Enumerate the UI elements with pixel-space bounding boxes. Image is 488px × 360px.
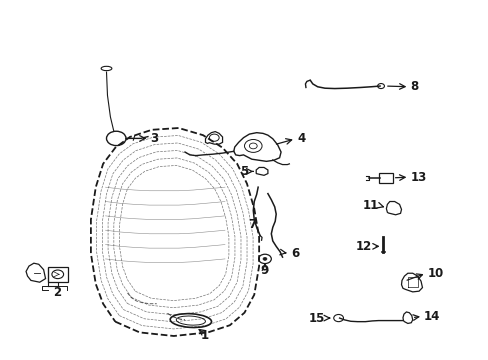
Text: 15: 15: [308, 311, 325, 325]
Text: 14: 14: [423, 310, 439, 323]
Circle shape: [263, 257, 266, 260]
Text: 10: 10: [427, 267, 443, 280]
Text: 5: 5: [240, 165, 248, 178]
Text: 4: 4: [297, 132, 305, 145]
Text: 2: 2: [53, 287, 61, 300]
Text: 6: 6: [290, 247, 299, 260]
Text: 13: 13: [409, 171, 426, 184]
Text: 3: 3: [150, 132, 158, 145]
Text: 8: 8: [409, 80, 418, 93]
Text: 7: 7: [248, 218, 256, 231]
Text: 11: 11: [362, 199, 378, 212]
Text: 9: 9: [260, 264, 268, 277]
Text: 1: 1: [200, 329, 208, 342]
Text: 12: 12: [355, 240, 371, 253]
